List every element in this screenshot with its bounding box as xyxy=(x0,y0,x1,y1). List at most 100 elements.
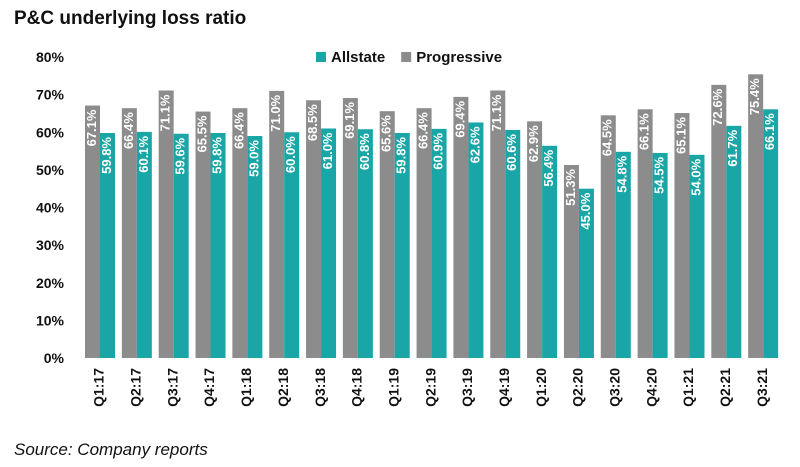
bar-progressive xyxy=(527,121,543,359)
data-label-progressive: 64.5% xyxy=(600,119,615,156)
data-label-progressive: 75.4% xyxy=(747,78,762,115)
bar-allstate xyxy=(173,133,189,358)
bar-progressive xyxy=(563,164,579,358)
x-tick-label: Q4:18 xyxy=(349,368,365,407)
legend: Allstate Progressive xyxy=(316,49,502,66)
bar-progressive xyxy=(711,84,727,358)
bar-progressive xyxy=(416,108,432,358)
bar-progressive xyxy=(453,96,469,358)
data-label-progressive: 65.6% xyxy=(379,115,394,152)
bar-allstate xyxy=(689,154,705,358)
data-label-allstate: 59.8% xyxy=(99,137,114,174)
bar-progressive xyxy=(85,105,100,358)
data-label-progressive: 71.1% xyxy=(489,94,504,131)
data-label-allstate: 60.1% xyxy=(136,135,151,172)
x-tick-label: Q4:20 xyxy=(643,368,659,407)
bar-allstate xyxy=(726,125,742,358)
legend-label-allstate: Allstate xyxy=(331,49,385,66)
data-label-progressive: 67.1% xyxy=(84,109,99,146)
bars xyxy=(85,74,779,359)
bar-allstate xyxy=(357,129,373,358)
bar-allstate xyxy=(431,128,447,358)
x-tick-label: Q1:20 xyxy=(533,368,549,407)
data-label-allstate: 60.8% xyxy=(357,133,372,170)
x-axis: Q1:17 Q2:17 Q3:17 Q4:17 Q1:18 Q2:18 Q3:18 Q4:18… xyxy=(91,368,770,407)
bar-progressive xyxy=(674,113,690,358)
data-label-progressive: 66.4% xyxy=(231,112,246,149)
legend-label-progressive: Progressive xyxy=(416,49,502,66)
bar-progressive xyxy=(121,108,137,358)
bar-allstate xyxy=(136,131,152,358)
data-label-allstate: 54.8% xyxy=(615,155,630,192)
bar-allstate xyxy=(542,145,558,358)
data-label-progressive: 68.5% xyxy=(305,104,320,141)
data-label-allstate: 56.4% xyxy=(541,149,556,186)
bar-progressive xyxy=(379,111,395,359)
y-tick-label: 60% xyxy=(36,124,65,140)
data-label-progressive: 51.3% xyxy=(563,169,578,206)
y-axis: 0% 10% 20% 30% 40% 50% 60% 70% 80% xyxy=(36,49,65,366)
data-label-allstate: 62.6% xyxy=(467,126,482,163)
x-tick-label: Q1:18 xyxy=(238,368,254,407)
data-label-progressive: 71.0% xyxy=(268,94,283,131)
data-label-allstate: 60.9% xyxy=(431,132,446,169)
data-label-allstate: 61.0% xyxy=(320,132,335,169)
y-tick-label: 30% xyxy=(36,237,65,253)
bar-allstate xyxy=(505,129,521,358)
data-label-allstate: 59.8% xyxy=(394,137,409,174)
data-label-progressive: 71.1% xyxy=(158,94,173,131)
legend-swatch-allstate xyxy=(316,52,326,62)
x-tick-label: Q3:19 xyxy=(459,368,475,407)
x-tick-label: Q2:20 xyxy=(570,368,586,407)
data-label-allstate: 61.7% xyxy=(725,129,740,166)
x-tick-label: Q3:21 xyxy=(754,368,770,407)
bar-allstate xyxy=(578,188,594,358)
data-label-allstate: 45.0% xyxy=(578,192,593,229)
data-label-allstate: 59.8% xyxy=(209,137,224,174)
data-label-progressive: 72.6% xyxy=(710,88,725,125)
x-tick-label: Q3:20 xyxy=(606,368,622,407)
data-label-allstate: 66.1% xyxy=(762,113,777,150)
x-tick-label: Q2:19 xyxy=(422,368,438,407)
data-label-progressive: 66.1% xyxy=(637,113,652,150)
y-tick-label: 70% xyxy=(36,87,65,103)
legend-swatch-progressive xyxy=(401,52,412,62)
bar-progressive xyxy=(195,111,211,359)
bar-progressive xyxy=(269,90,285,359)
x-tick-label: Q4:17 xyxy=(201,368,217,407)
bar-progressive xyxy=(490,90,506,358)
y-tick-label: 0% xyxy=(44,350,65,366)
bar-allstate xyxy=(321,128,337,358)
data-label-progressive: 62.9% xyxy=(526,125,541,162)
data-label-progressive: 69.4% xyxy=(452,100,467,137)
y-tick-label: 80% xyxy=(36,49,65,65)
bar-progressive xyxy=(232,108,248,358)
x-tick-label: Q4:19 xyxy=(496,368,512,407)
y-tick-label: 10% xyxy=(36,312,65,328)
y-tick-label: 50% xyxy=(36,162,65,178)
bar-progressive xyxy=(600,115,616,358)
data-label-allstate: 59.6% xyxy=(173,137,188,174)
bar-allstate xyxy=(394,133,410,358)
bar-allstate xyxy=(210,133,226,358)
x-tick-label: Q2:18 xyxy=(275,368,291,407)
bar-progressive xyxy=(637,109,653,358)
chart-title: P&C underlying loss ratio xyxy=(14,8,247,29)
bar-progressive xyxy=(306,100,322,359)
bar-allstate xyxy=(763,109,779,358)
source-note: Source: Company reports xyxy=(14,440,208,459)
data-labels: 67.1%59.8%66.4%60.1%71.1%59.6%65.5%59.8%… xyxy=(84,78,777,230)
x-tick-label: Q1:21 xyxy=(680,368,696,407)
data-label-progressive: 66.4% xyxy=(416,112,431,149)
data-label-progressive: 65.5% xyxy=(194,115,209,152)
data-label-allstate: 60.0% xyxy=(283,136,298,173)
bar-allstate xyxy=(284,132,300,358)
y-tick-label: 20% xyxy=(36,275,65,291)
data-label-progressive: 69.1% xyxy=(342,102,357,139)
bar-progressive xyxy=(342,98,358,358)
bar-allstate xyxy=(652,152,668,358)
x-tick-label: Q1:17 xyxy=(91,368,107,407)
bar-progressive xyxy=(158,90,174,358)
bar-allstate xyxy=(247,136,263,358)
